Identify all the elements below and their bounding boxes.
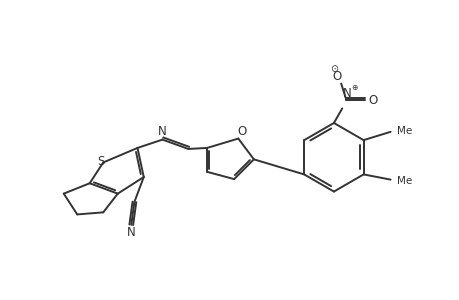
- Text: O: O: [237, 125, 246, 138]
- Text: ⊙: ⊙: [329, 64, 337, 74]
- Text: N: N: [127, 226, 135, 238]
- Text: Me: Me: [396, 126, 411, 136]
- Text: O: O: [368, 94, 377, 106]
- Text: N: N: [342, 87, 351, 101]
- Text: ⊕: ⊕: [351, 83, 357, 92]
- Text: O: O: [332, 70, 341, 83]
- Text: N: N: [158, 125, 167, 138]
- Text: Me: Me: [396, 176, 411, 186]
- Text: S: S: [97, 155, 105, 168]
